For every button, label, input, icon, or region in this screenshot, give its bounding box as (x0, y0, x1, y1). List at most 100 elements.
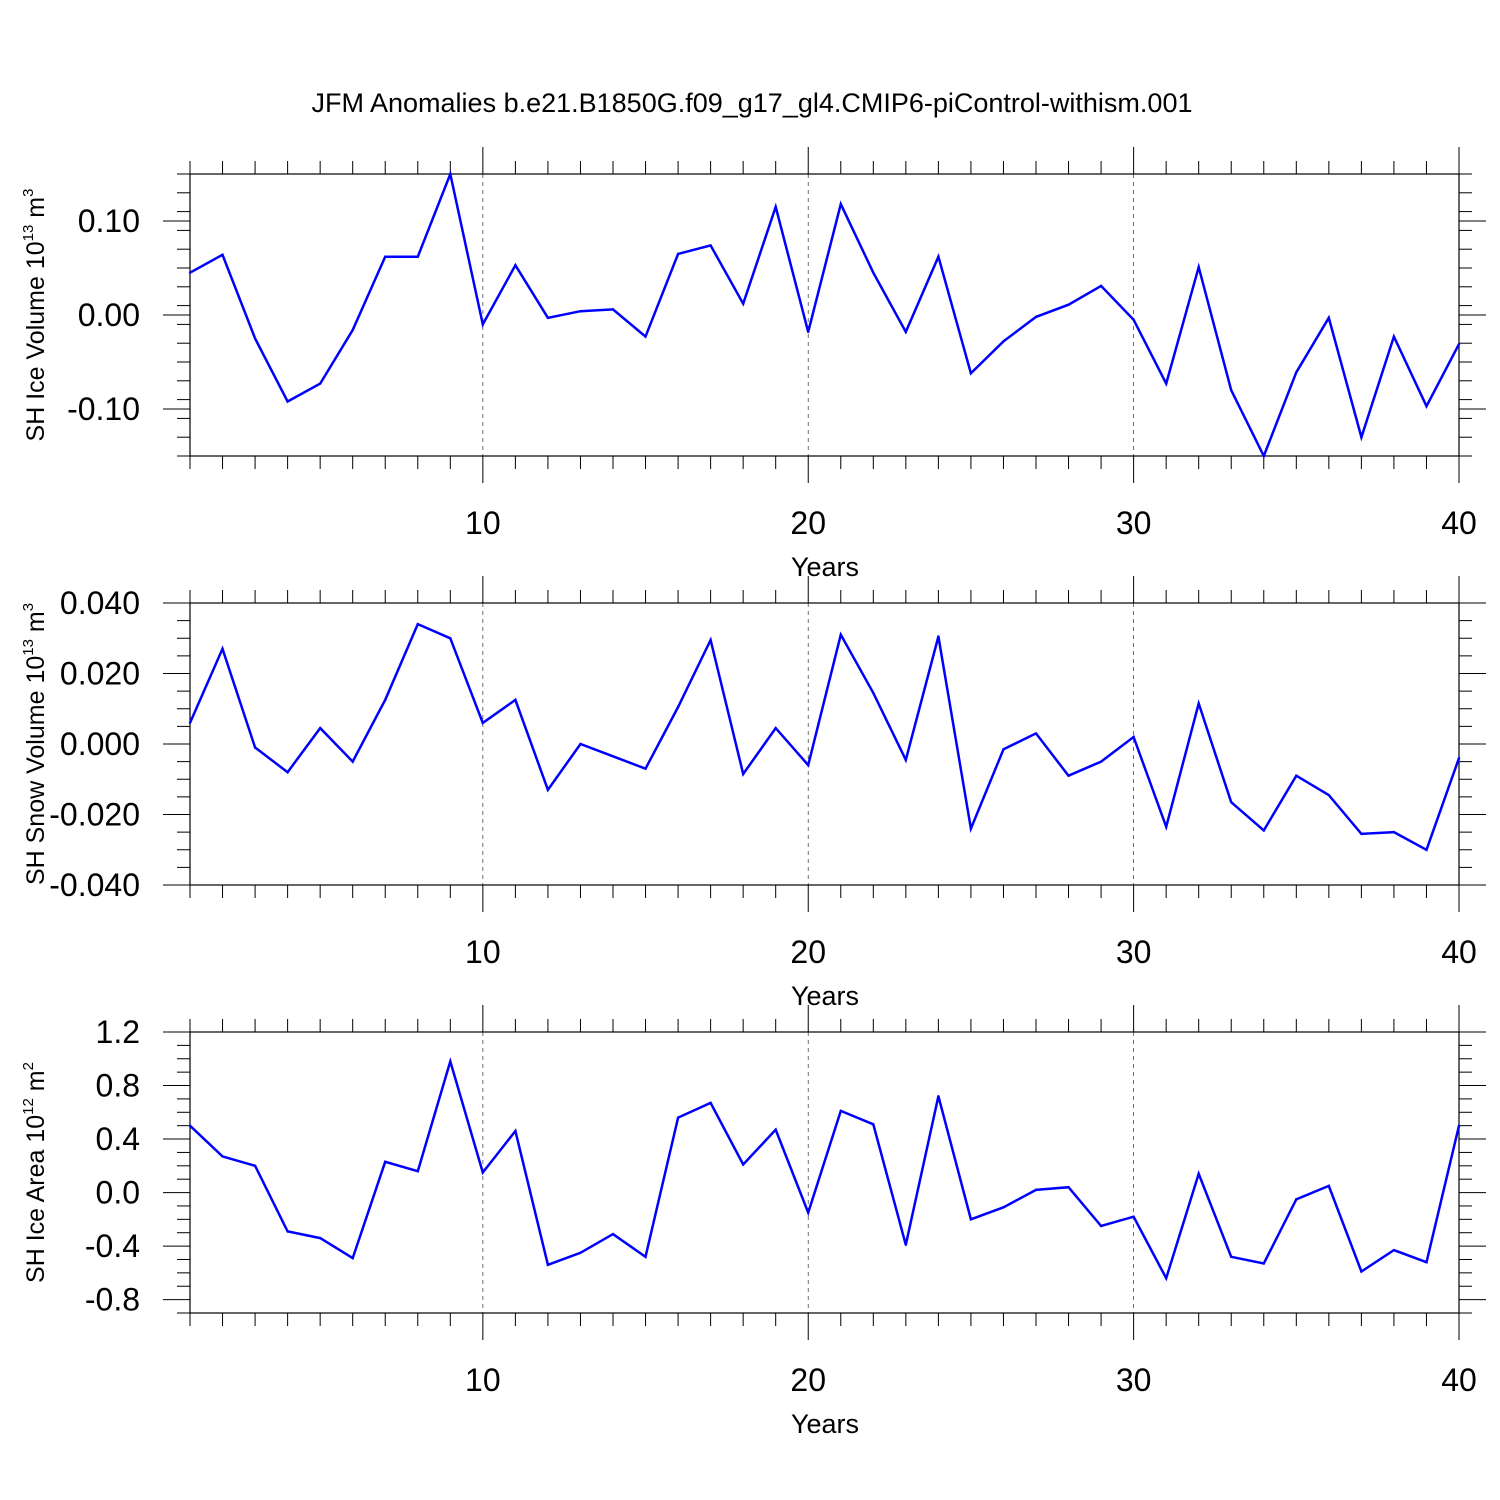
y-tick-label: 0.020 (60, 656, 140, 692)
data-point (481, 1171, 485, 1174)
y-tick-label: 0.00 (78, 297, 140, 333)
data-point (1392, 335, 1396, 338)
data-point (741, 772, 745, 776)
y-axis-label-exponent: 13 (20, 639, 37, 656)
data-point (611, 1232, 615, 1236)
data-point (416, 255, 419, 258)
x-tick-label: 20 (790, 934, 826, 970)
data-point (1327, 1184, 1331, 1188)
data-point (1425, 1260, 1428, 1264)
data-point (872, 1123, 875, 1126)
data-point (1002, 340, 1005, 343)
data-point (1002, 748, 1005, 751)
data-point (1197, 702, 1200, 705)
data-point (318, 726, 322, 730)
data-point (449, 637, 452, 640)
y-axis-label-unit: m (22, 611, 50, 639)
data-point (741, 1163, 745, 1166)
data-point (1262, 829, 1265, 832)
y-tick-label: 0.10 (78, 203, 140, 239)
data-point (286, 771, 289, 774)
data-point (644, 335, 647, 338)
data-point (1457, 1124, 1461, 1127)
data-point (514, 698, 517, 702)
series-line (189, 1056, 1461, 1282)
y-tick-label: 1.2 (96, 1014, 140, 1050)
y-axis-label-exponent: 13 (20, 225, 37, 242)
data-point (1132, 735, 1135, 739)
x-axis-label: Years (791, 981, 859, 1011)
data-point (1197, 265, 1200, 269)
data-point (188, 271, 192, 274)
plot-frame (189, 1031, 1460, 1314)
data-point (1230, 389, 1233, 392)
data-point (318, 382, 322, 385)
data-point (1425, 848, 1428, 851)
data-point (969, 827, 973, 830)
data-point (449, 172, 452, 176)
y-axis-label-unit-exponent: 2 (20, 1062, 37, 1070)
x-tick-label: 30 (1116, 934, 1152, 970)
data-point (546, 1263, 550, 1267)
y-axis-label-unit: m (22, 197, 50, 225)
data-point (807, 763, 810, 767)
data-point (741, 302, 745, 305)
data-point (644, 1255, 647, 1259)
x-tick-label: 30 (1116, 1362, 1152, 1398)
y-axis-label-text: SH Ice Area 10 (22, 1115, 50, 1283)
x-axis-label: Years (791, 552, 859, 582)
x-axis-label: Years (791, 1409, 859, 1439)
panel-middle: 10 20 30 40 -0.040 -0.020 0.000 0.020 0.040 Years… (20, 576, 1486, 1011)
data-point (286, 400, 289, 403)
data-point (1132, 318, 1135, 321)
data-point (384, 1160, 387, 1163)
x-tick-label: 10 (465, 934, 501, 970)
y-tick-label: -0.4 (85, 1228, 140, 1264)
data-point (253, 1164, 257, 1168)
data-point (188, 721, 192, 725)
data-point (1164, 382, 1168, 385)
data-point (1262, 1262, 1265, 1265)
data-point (253, 337, 257, 340)
data-point (546, 788, 550, 792)
y-axis-label-unit-exponent: 3 (20, 189, 37, 197)
data-point (1457, 756, 1461, 760)
data-point (286, 1230, 289, 1233)
data-point (969, 372, 973, 375)
data-point (774, 726, 777, 730)
y-tick-label: 0.0 (96, 1175, 140, 1211)
data-point (1067, 1186, 1070, 1189)
data-point (807, 330, 810, 334)
data-point (1164, 825, 1168, 829)
data-point (839, 202, 842, 206)
data-point (1002, 1206, 1005, 1209)
panels: 10 20 30 40 -0.10 0.00 0.10 Years SH Ice Volume … (20, 147, 1486, 1439)
data-point (253, 746, 257, 749)
y-axis-label: SH Ice Area 1012 m2 (20, 1062, 50, 1283)
data-point (937, 1095, 940, 1098)
data-point (1262, 454, 1265, 458)
x-tick-label: 10 (465, 505, 501, 541)
data-point (709, 244, 712, 247)
data-point (611, 308, 615, 311)
data-point (1425, 404, 1428, 408)
y-axis-label: SH Ice Volume 1013 m3 (20, 189, 50, 442)
data-point (221, 647, 224, 651)
data-point (579, 742, 582, 746)
data-point (839, 633, 842, 636)
data-point (481, 721, 485, 725)
data-point (774, 205, 777, 209)
data-point (351, 328, 354, 332)
data-point (872, 691, 875, 695)
data-point (1392, 830, 1396, 834)
y-tick-label: -0.040 (49, 867, 140, 903)
data-point (1230, 800, 1233, 804)
data-point (676, 252, 680, 256)
x-tick-label: 40 (1441, 505, 1477, 541)
data-point (709, 1101, 712, 1105)
y-tick-label: 0.040 (60, 585, 140, 621)
panel-bottom: 10 20 30 40 -0.8 -0.4 0.0 0.4 0.8 1.2 Years SH Ice … (20, 1005, 1486, 1439)
data-point (904, 758, 908, 762)
data-point (514, 1129, 517, 1133)
